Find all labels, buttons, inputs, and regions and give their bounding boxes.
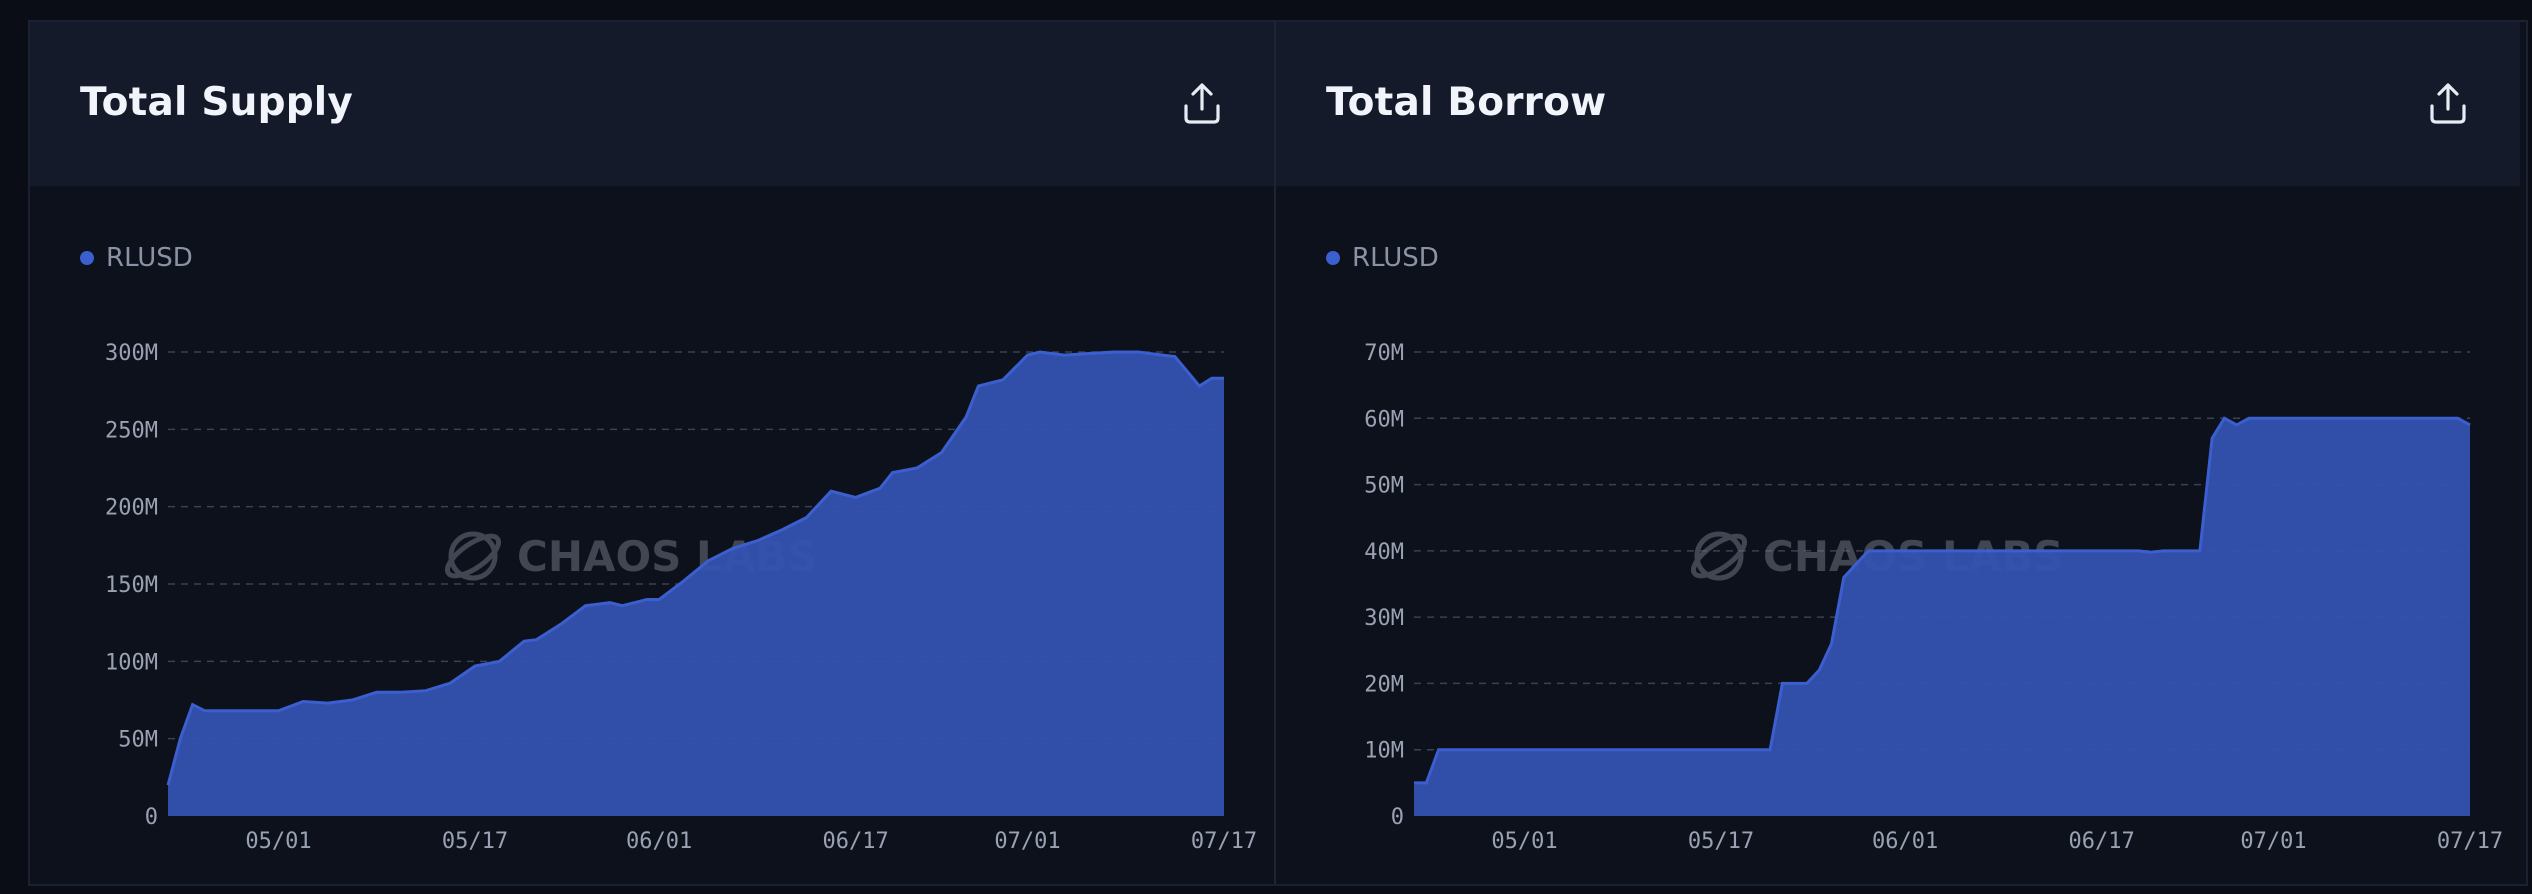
chart-legend[interactable]: RLUSD xyxy=(1326,240,1439,276)
x-tick-label: 07/17 xyxy=(2437,829,2503,854)
y-tick-label: 70M xyxy=(1364,341,1404,366)
chart-area: 010M20M30M40M50M60M70MCHAOS LABS05/0105/… xyxy=(1276,186,2520,884)
chart-area: 0 50M 100M 150M 200M 250M 300M CHAOS LABS 05/01 0… xyxy=(30,186,1274,884)
x-tick-label: 06/17 xyxy=(2069,829,2135,854)
y-tick-label: 0 xyxy=(145,805,158,830)
chaos-labs-watermark xyxy=(444,531,502,581)
x-tick-label: 07/17 xyxy=(1191,829,1257,854)
x-tick-label: 05/17 xyxy=(442,829,508,854)
x-tick-label: 07/01 xyxy=(994,829,1060,854)
x-tick-label: 06/01 xyxy=(626,829,692,854)
total-borrow-panel: Total Borrow 010M20M30M40M50M60M70MCHAOS… xyxy=(1276,22,2520,884)
x-tick-label: 05/17 xyxy=(1688,829,1754,854)
export-button[interactable] xyxy=(2424,80,2472,128)
export-button[interactable] xyxy=(1178,80,1226,128)
series-area-rlusd[interactable] xyxy=(168,352,1224,816)
x-tick-label: 06/01 xyxy=(1872,829,1938,854)
x-tick-label: 06/17 xyxy=(823,829,889,854)
legend-label: RLUSD xyxy=(106,243,193,273)
series-line-rlusd xyxy=(1414,416,2471,785)
share-upload-icon xyxy=(2430,83,2466,124)
y-tick-label: 20M xyxy=(1364,672,1404,697)
legend-dot xyxy=(80,251,94,265)
y-tick-label: 30M xyxy=(1364,606,1404,631)
y-tick-label: 100M xyxy=(105,650,158,675)
legend-dot xyxy=(1326,251,1340,265)
y-tick-label: 250M xyxy=(105,418,158,443)
y-tick-label: 50M xyxy=(1364,474,1404,499)
y-tick-label: 10M xyxy=(1364,739,1404,764)
y-tick-label: 0 xyxy=(1391,805,1404,830)
panel-header: Total Borrow xyxy=(1276,22,2520,186)
y-tick-label: 150M xyxy=(105,573,158,598)
share-upload-icon xyxy=(1184,83,1220,124)
y-tick-label: 40M xyxy=(1364,540,1404,565)
chaos-labs-watermark xyxy=(1690,531,1748,581)
y-tick-label: 50M xyxy=(118,728,158,753)
series-line-rlusd xyxy=(166,350,1224,786)
chart-legend[interactable]: RLUSD xyxy=(80,240,193,276)
total-borrow-chart: 010M20M30M40M50M60M70MCHAOS LABS05/0105/… xyxy=(1364,341,2503,854)
x-tick-label: 05/01 xyxy=(1491,829,1557,854)
y-tick-label: 200M xyxy=(105,496,158,521)
panel-header: Total Supply xyxy=(30,22,1274,186)
panel-title: Total Borrow xyxy=(1326,80,1607,125)
total-supply-panel: Total Supply 0 50M 100M 150M 200M 250M 300M CHA… xyxy=(30,22,1276,884)
series-area-rlusd[interactable] xyxy=(1414,418,2470,816)
y-tick-label: 300M xyxy=(105,341,158,366)
legend-label: RLUSD xyxy=(1352,243,1439,273)
panel-title: Total Supply xyxy=(80,80,354,125)
x-tick-label: 07/01 xyxy=(2240,829,2306,854)
y-tick-label: 60M xyxy=(1364,407,1404,432)
x-tick-label: 05/01 xyxy=(245,829,311,854)
